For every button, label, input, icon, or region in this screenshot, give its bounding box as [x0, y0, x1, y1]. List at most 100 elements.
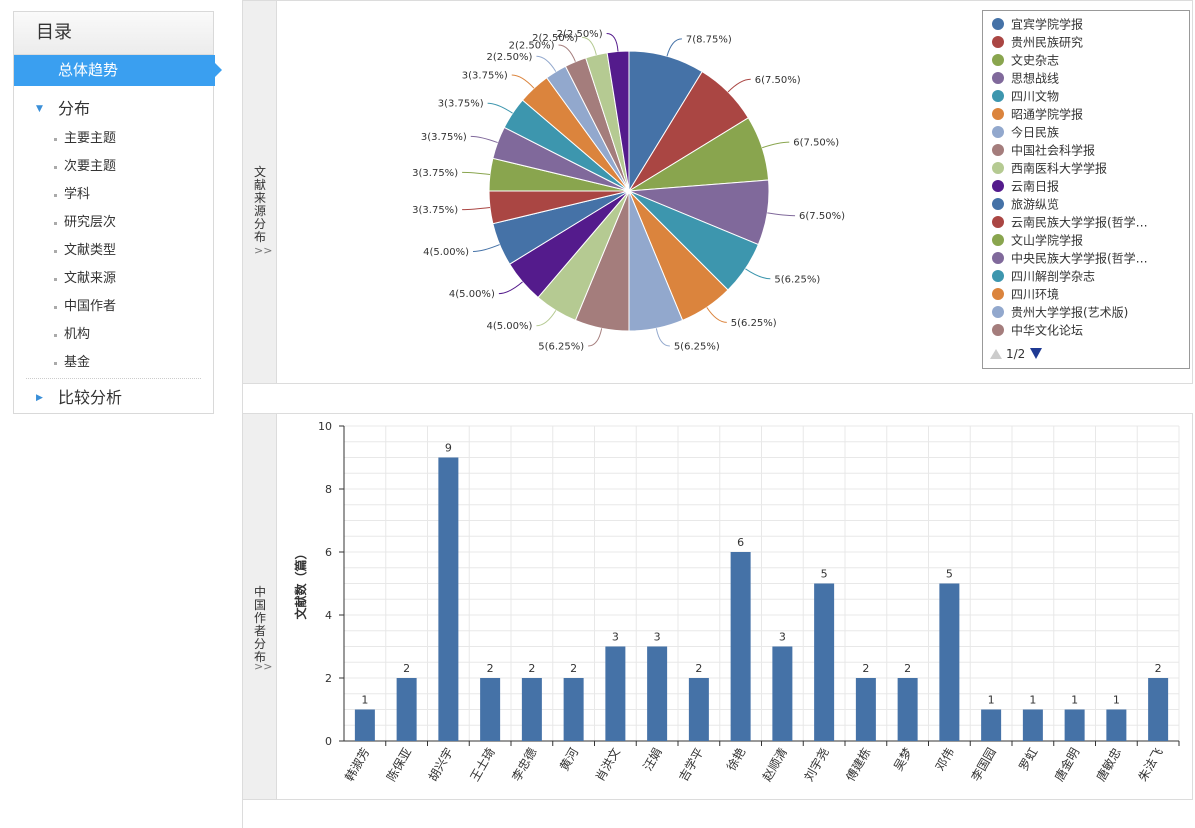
nav-item-overall-trend[interactable]: 总体趋势: [14, 55, 222, 86]
legend-item[interactable]: 中央民族大学学报(哲学…: [992, 251, 1148, 266]
pie-slices: [488, 50, 770, 332]
bar[interactable]: [396, 678, 417, 741]
bar-data-label: 5: [946, 568, 953, 581]
legend-label: 贵州民族研究: [1011, 35, 1083, 50]
legend-item[interactable]: 西南医科大学学报: [992, 161, 1107, 176]
legend-item[interactable]: 云南日报: [992, 179, 1059, 194]
legend-marker: [992, 216, 1004, 228]
y-tick-label: 4: [325, 609, 332, 622]
legend-item[interactable]: 云南民族大学学报(哲学…: [992, 215, 1148, 230]
pie-label-connector: [470, 135, 498, 144]
author-distribution-tab[interactable]: 中国作者分布 >>: [243, 414, 277, 799]
bar[interactable]: [855, 678, 876, 741]
legend-item[interactable]: 中华文化论坛: [992, 323, 1083, 338]
nav-item-secondary-topic[interactable]: 次要主题: [14, 153, 213, 181]
nav-item-discipline[interactable]: 学科: [14, 181, 213, 209]
nav-group-distribution[interactable]: ▼ 分布: [14, 95, 213, 123]
bar[interactable]: [563, 678, 584, 741]
nav-item-institution[interactable]: 机构: [14, 321, 213, 349]
bar[interactable]: [814, 583, 835, 742]
nav-item-document-source[interactable]: 文献来源: [14, 265, 213, 293]
bar[interactable]: [438, 457, 459, 742]
bar[interactable]: [939, 583, 960, 742]
pie-label-connector: [511, 74, 535, 89]
legend-item[interactable]: 四川环境: [992, 287, 1059, 302]
bar[interactable]: [981, 709, 1002, 742]
legend-marker: [992, 234, 1004, 246]
legend-item[interactable]: 宜宾学院学报: [992, 17, 1083, 32]
legend-label: 西南医科大学学报: [1011, 161, 1107, 176]
content-left-border: [242, 0, 243, 828]
legend-item[interactable]: 文山学院学报: [992, 233, 1083, 248]
legend-label: 旅游纵览: [1011, 197, 1059, 212]
pie-data-label: 3(3.75%): [412, 168, 458, 179]
legend-label: 四川环境: [1011, 287, 1059, 302]
bar[interactable]: [1106, 709, 1127, 742]
pie-label-connector: [582, 36, 597, 55]
legend-marker: [992, 108, 1004, 120]
bar-data-label: 9: [445, 442, 452, 455]
bar[interactable]: [897, 678, 918, 741]
bar-data-label: 2: [862, 662, 869, 675]
legend-item[interactable]: 旅游纵览: [992, 197, 1059, 212]
source-distribution-tab[interactable]: 文献来源分布 >>: [243, 1, 277, 383]
nav-item-chinese-author[interactable]: 中国作者: [14, 293, 213, 321]
legend-item[interactable]: 四川解剖学杂志: [992, 269, 1095, 284]
pie-labels: 7(8.75%) 6(7.50%) 6(7.50%) 6(7.50%) 5(6.25%)…: [412, 29, 845, 352]
bar[interactable]: [1022, 709, 1043, 742]
legend-marker: [992, 180, 1004, 192]
nav-item-document-type[interactable]: 文献类型: [14, 237, 213, 265]
nav-item-main-topic[interactable]: 主要主题: [14, 125, 213, 153]
bar[interactable]: [688, 678, 709, 741]
bar-data-label: 5: [821, 568, 828, 581]
pie-label-connector: [558, 44, 576, 62]
pie-data-label: 3(3.75%): [462, 70, 508, 81]
bar-data-label: 2: [904, 662, 911, 675]
bar[interactable]: [354, 709, 375, 742]
legend-item[interactable]: 昭通学院学报: [992, 107, 1083, 122]
legend-item[interactable]: 贵州民族研究: [992, 35, 1083, 50]
bar[interactable]: [480, 678, 501, 741]
bar[interactable]: [605, 646, 626, 742]
bar-data-label: 2: [528, 662, 535, 675]
legend-item[interactable]: 四川文物: [992, 89, 1059, 104]
pie-label-connector: [498, 281, 523, 295]
nav-group-compare[interactable]: ▶ 比较分析: [14, 384, 213, 412]
source-distribution-panel: 文献来源分布 >> 7(8.75%) 6(7.50%) 6(7.50%) 6(7.50…: [243, 0, 1193, 384]
legend-item[interactable]: 贵州大学学报(艺术版): [992, 305, 1128, 320]
legend-item[interactable]: 中国社会科学报: [992, 143, 1095, 158]
bar[interactable]: [521, 678, 542, 741]
bar[interactable]: [1064, 709, 1085, 742]
pie-data-label: 7(8.75%): [686, 34, 732, 45]
nav-group-label: 分布: [58, 99, 91, 118]
bar[interactable]: [1148, 678, 1169, 741]
legend-marker: [992, 36, 1004, 48]
x-tick-label: 吉学平: [675, 745, 706, 784]
x-tick-label: 邓伟: [933, 746, 957, 774]
x-tick-label: 李国园: [968, 745, 999, 784]
x-tick-label: 胡兴宇: [426, 746, 456, 784]
bar[interactable]: [730, 552, 751, 741]
legend-item[interactable]: 文史杂志: [992, 53, 1059, 68]
x-tick-label: 李忠德: [508, 745, 539, 784]
bar[interactable]: [647, 646, 668, 742]
bar[interactable]: [772, 646, 793, 742]
pie-data-label: 5(6.25%): [774, 274, 820, 285]
nav-item-fund[interactable]: 基金: [14, 349, 213, 377]
pie-data-label: 3(3.75%): [412, 205, 458, 216]
nav-divider: [26, 378, 201, 379]
x-tick-label: 黄河: [557, 746, 581, 774]
pager-up-icon[interactable]: [990, 349, 1002, 359]
legend-label: 云南日报: [1011, 179, 1059, 194]
x-tick-label: 唐金明: [1051, 745, 1082, 784]
pager-down-icon[interactable]: [1030, 348, 1042, 359]
nav-item-research-level[interactable]: 研究层次: [14, 209, 213, 237]
pie-chart: 7(8.75%) 6(7.50%) 6(7.50%) 6(7.50%) 5(6.25%)…: [412, 10, 1190, 369]
legend-item[interactable]: 思想战线: [992, 71, 1059, 86]
bar-data-label: 2: [403, 662, 410, 675]
pie-label-connector: [706, 307, 727, 323]
pie-data-label: 3(3.75%): [438, 99, 484, 110]
legend-label: 宜宾学院学报: [1011, 17, 1083, 32]
pie-data-label: 5(6.25%): [731, 318, 777, 329]
legend-item[interactable]: 今日民族: [992, 125, 1059, 140]
